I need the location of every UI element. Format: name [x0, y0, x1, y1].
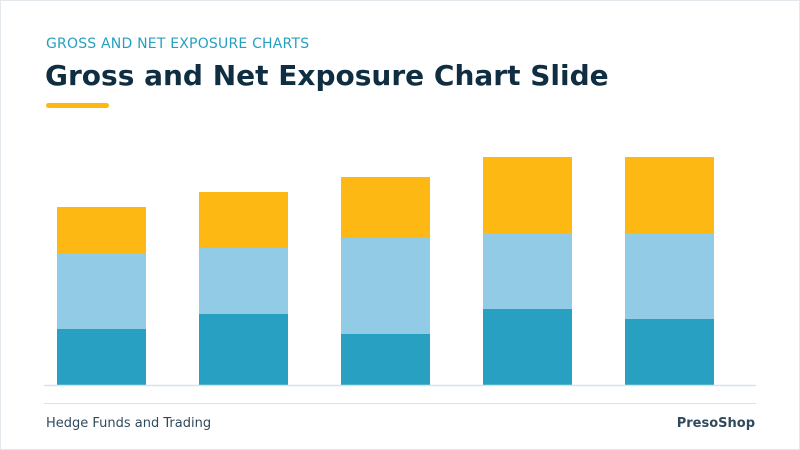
footer-brand: PresoShop [676, 416, 755, 431]
bar-5-middle-segment [625, 233, 714, 319]
bars-group [57, 157, 714, 385]
bar-2-middle-segment [199, 248, 288, 314]
bar-3-bottom-segment [341, 334, 430, 385]
bar-5-top-segment [625, 157, 714, 233]
bar-2-bottom-segment [199, 314, 288, 385]
eyebrow-label: GROSS AND NET EXPOSURE CHARTS [46, 36, 310, 52]
bar-3-middle-segment [341, 238, 430, 334]
bar-1-bottom-segment [57, 329, 146, 385]
footer-subject: Hedge Funds and Trading [46, 416, 212, 431]
bar-4-top-segment [483, 157, 572, 233]
title-accent-bar [46, 103, 109, 108]
bar-1-top-segment [57, 207, 146, 253]
bar-3-top-segment [341, 177, 430, 238]
bar-1-middle-segment [57, 253, 146, 329]
slide-title: Gross and Net Exposure Chart Slide [45, 59, 609, 92]
bar-4-bottom-segment [483, 309, 572, 385]
footer-divider [44, 403, 756, 404]
bar-4-middle-segment [483, 233, 572, 309]
bar-2-top-segment [199, 192, 288, 248]
bar-5-bottom-segment [625, 319, 714, 385]
